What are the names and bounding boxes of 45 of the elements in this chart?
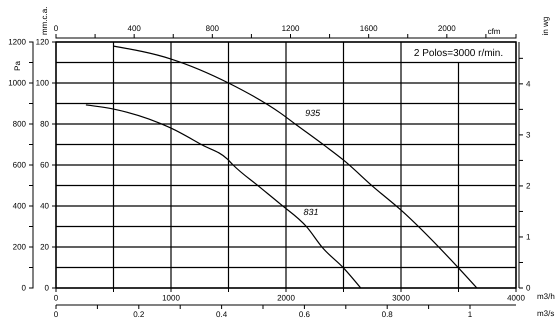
y-tick-label: 1200 bbox=[8, 38, 27, 47]
y-tick-label: 200 bbox=[12, 242, 27, 252]
y-tick-label: 0 bbox=[22, 284, 27, 293]
x-axis-title: m3/h bbox=[537, 292, 555, 301]
y2-tick-label: 100 bbox=[36, 78, 50, 88]
series-label: 831 bbox=[304, 206, 319, 217]
x-tick-label: 1000 bbox=[162, 294, 180, 303]
x2-tick-label: 400 bbox=[127, 24, 142, 33]
text: 0 bbox=[54, 310, 59, 319]
series-label: 935 bbox=[305, 108, 322, 118]
y3-tick-label: 0 bbox=[526, 284, 531, 293]
x2-axis-title: cfm bbox=[488, 27, 501, 36]
y2-tick-label: 20 bbox=[40, 242, 50, 252]
y2-tick-label: 40 bbox=[40, 202, 50, 211]
y2-tick-label: 80 bbox=[40, 120, 50, 129]
y3-tick-label: 2 bbox=[526, 181, 531, 190]
y-tick-label: 1000 bbox=[8, 78, 27, 88]
text: 0.8 bbox=[382, 310, 394, 319]
y3-tick-label: 4 bbox=[526, 79, 531, 88]
x-tick-label: 3000 bbox=[392, 294, 410, 303]
text: 0.4 bbox=[216, 310, 228, 319]
y-tick-label: 800 bbox=[12, 120, 27, 129]
x2-tick-label: 2000 bbox=[438, 24, 456, 33]
y-tick-label: 600 bbox=[12, 160, 27, 170]
annotation: 2 Polos=3000 r/min. bbox=[414, 48, 504, 59]
y2-axis-title: mm.c.a. bbox=[40, 6, 49, 35]
y-axis-title: Pa bbox=[13, 60, 22, 71]
y-tick-label: 400 bbox=[12, 202, 27, 211]
x2-tick-label: 1600 bbox=[360, 24, 378, 33]
x2-tick-label: 0 bbox=[54, 24, 59, 33]
x2-tick-label: 1200 bbox=[282, 24, 300, 33]
text: 0.6 bbox=[298, 310, 311, 319]
y2-tick-label: 0 bbox=[44, 284, 50, 293]
y3-axis-title: in wg bbox=[541, 16, 550, 36]
text: 1 bbox=[468, 310, 473, 319]
x-tick-label: 4000 bbox=[507, 294, 526, 303]
x-tick-label: 2000 bbox=[277, 294, 296, 303]
text: m3/s bbox=[537, 309, 554, 318]
x2-tick-label: 800 bbox=[206, 24, 220, 33]
y2-tick-label: 120 bbox=[36, 38, 50, 47]
y3-tick-label: 3 bbox=[526, 130, 531, 140]
text: 0.2 bbox=[133, 310, 145, 319]
y3-tick-label: 1 bbox=[526, 232, 531, 242]
x-tick-label: 0 bbox=[54, 294, 59, 303]
y2-tick-label: 60 bbox=[40, 160, 50, 170]
